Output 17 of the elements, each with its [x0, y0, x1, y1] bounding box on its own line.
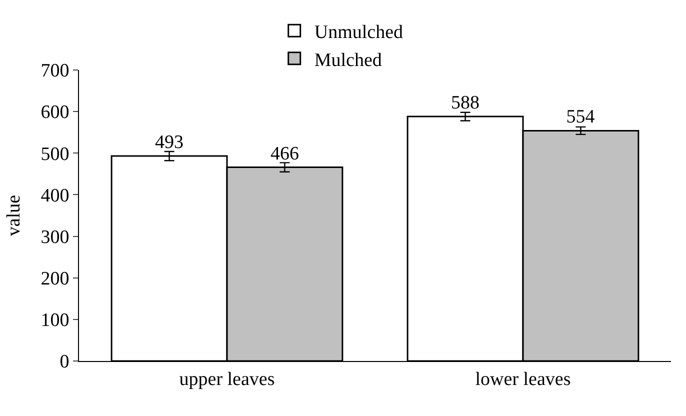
legend-label: Unmulched: [314, 22, 404, 44]
y-tick-label: 200: [40, 268, 70, 290]
y-axis-title: value: [4, 194, 25, 236]
y-tick-label: 500: [40, 144, 70, 165]
data-label: 554: [566, 106, 596, 128]
y-tick-label: 600: [40, 102, 70, 124]
data-label: 466: [270, 143, 299, 164]
y-tick-label: 700: [40, 60, 70, 82]
legend-label: Mulched: [314, 50, 382, 71]
x-tick-label: upper leaves: [179, 368, 275, 390]
data-label: 493: [155, 132, 184, 154]
y-tick-label: 0: [60, 352, 70, 373]
y-tick-label: 400: [40, 185, 70, 206]
data-label: 588: [451, 92, 480, 114]
y-tick-label: 100: [40, 310, 70, 332]
x-tick-label: lower leaves: [475, 368, 571, 390]
y-tick-label: 300: [40, 226, 70, 248]
